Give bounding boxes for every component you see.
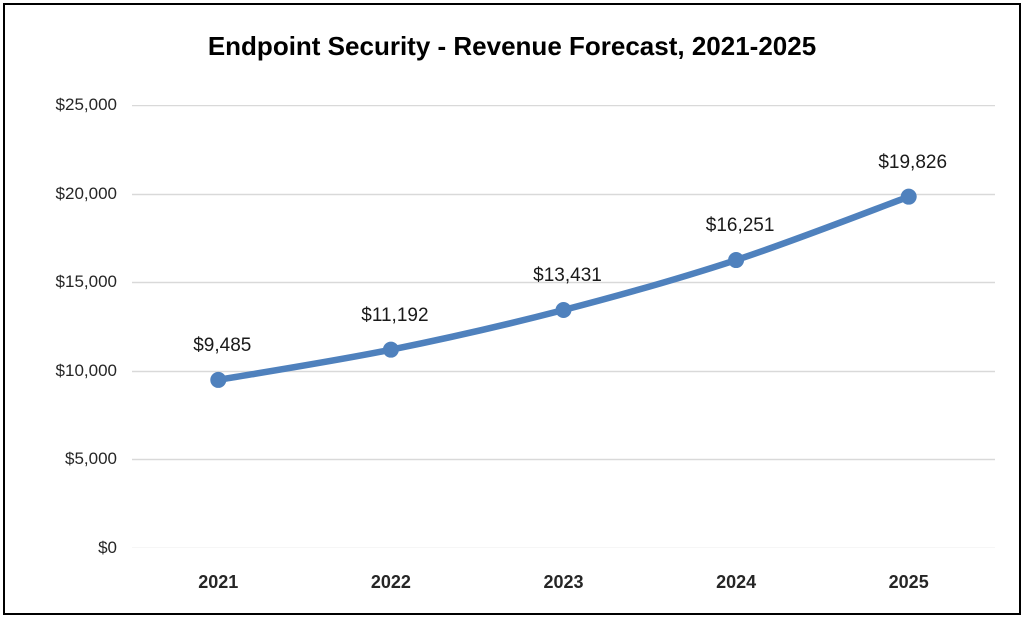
x-axis-tick-label: 2023 <box>543 572 584 592</box>
y-axis-tick-label: $0 <box>98 538 117 557</box>
x-axis-tick-label: 2024 <box>716 572 757 592</box>
y-axis-tick-label: $25,000 <box>55 95 117 114</box>
data-point-marker <box>382 341 399 358</box>
y-axis-labels: $0 $5,000 $10,000 $15,000 $20,000 $25,000 <box>5 95 117 557</box>
data-point-marker <box>555 302 572 319</box>
y-axis-tick-label: $15,000 <box>55 272 117 292</box>
x-axis-labels: 2021 2022 2023 2024 2025 <box>132 548 995 598</box>
x-axis-tick-label: 2021 <box>198 572 239 592</box>
x-axis-tick-label: 2022 <box>370 572 411 592</box>
chart-title: Endpoint Security - Revenue Forecast, 20… <box>207 31 817 61</box>
y-axis-tick-label: $10,000 <box>55 360 117 380</box>
y-axis-tick-label: $5,000 <box>65 449 117 469</box>
y-axis-tick-label: $20,000 <box>55 183 117 203</box>
chart-frame: Endpoint Security - Revenue Forecast, 20… <box>3 3 1021 615</box>
x-axis-tick-label: 2025 <box>888 572 929 592</box>
series-line <box>215 193 912 384</box>
revenue-line-chart <box>132 105 995 548</box>
plot-area <box>132 105 995 548</box>
data-point-marker <box>728 252 745 269</box>
data-point-marker <box>900 188 917 205</box>
data-point-marker <box>210 371 227 388</box>
